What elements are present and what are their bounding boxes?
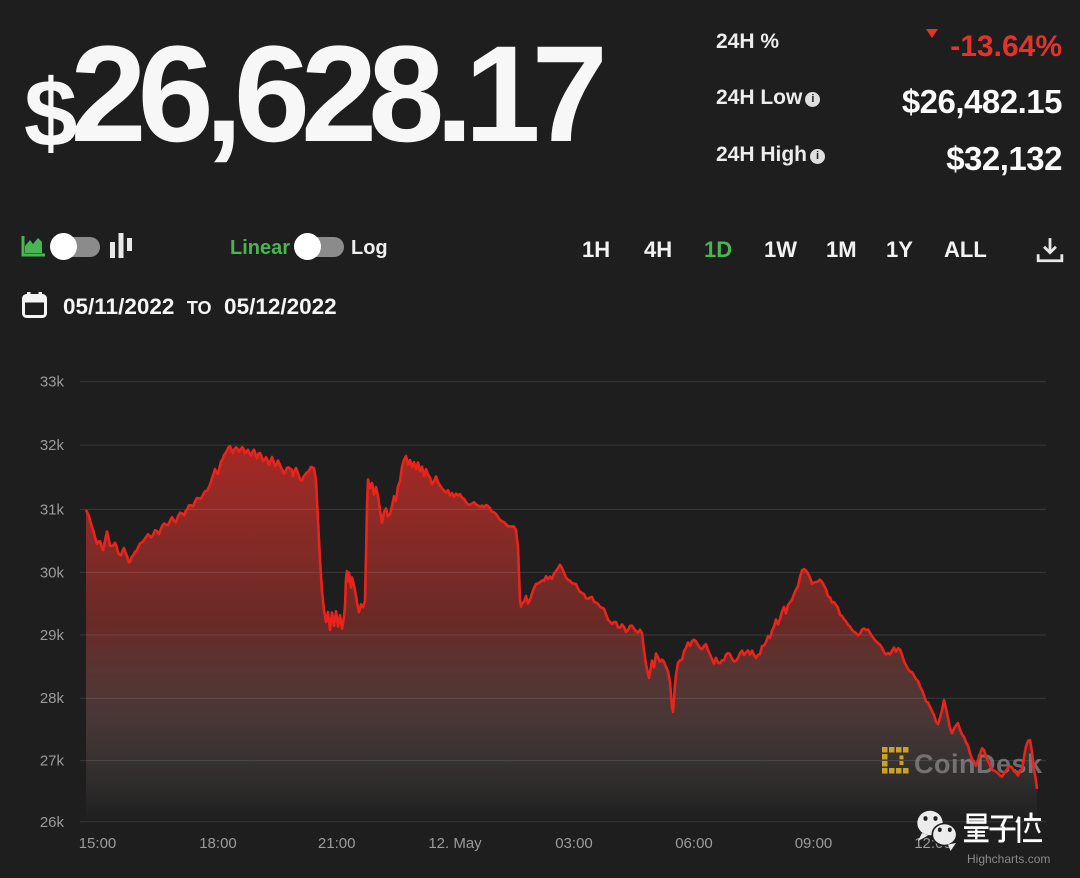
svg-text:29k: 29k [40,627,65,644]
svg-text:15:00: 15:00 [79,835,117,852]
svg-text:26k: 26k [40,814,65,831]
svg-text:03:00: 03:00 [555,835,593,852]
svg-text:33k: 33k [40,374,65,391]
svg-text:18:00: 18:00 [199,835,237,852]
svg-text:27k: 27k [40,753,65,770]
svg-text:06:00: 06:00 [675,835,713,852]
svg-text:21:00: 21:00 [318,835,356,852]
svg-text:31k: 31k [40,501,65,518]
svg-text:30k: 30k [40,564,65,581]
svg-text:CoinDesk: CoinDesk [914,749,1043,779]
svg-text:32k: 32k [40,437,65,454]
svg-text:09:00: 09:00 [795,835,833,852]
svg-text:12. May: 12. May [428,835,482,852]
svg-text:28k: 28k [40,690,65,707]
